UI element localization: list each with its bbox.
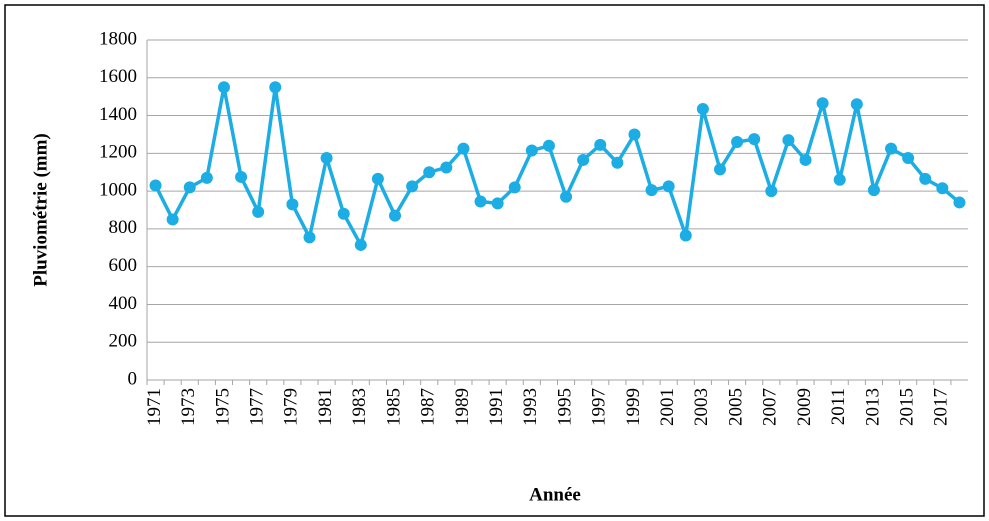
x-tick-label: 2015	[896, 388, 917, 426]
data-point	[919, 172, 932, 185]
data-point	[474, 195, 487, 208]
data-point	[713, 163, 726, 176]
data-point	[252, 205, 265, 218]
y-tick-label: 1800	[99, 28, 137, 49]
x-tick-label: 1985	[383, 388, 404, 426]
x-tick-label: 1981	[315, 388, 336, 426]
data-point	[628, 128, 641, 141]
data-point	[149, 179, 162, 192]
data-point	[885, 142, 898, 155]
data-point	[440, 161, 453, 174]
data-point	[406, 180, 419, 193]
y-axis-title: Pluviométrie (mm)	[30, 133, 51, 287]
x-tick-label: 1997	[589, 388, 610, 426]
data-point	[782, 134, 795, 147]
x-tick-label: 2011	[828, 388, 849, 425]
x-tick-label: 1993	[520, 388, 541, 426]
data-point	[748, 133, 761, 146]
x-tick-label: 2017	[931, 388, 952, 426]
y-tick-label: 1600	[99, 66, 137, 87]
data-point	[269, 81, 282, 94]
data-point	[799, 153, 812, 166]
x-tick-label: 1973	[178, 388, 199, 426]
y-tick-label: 1000	[99, 179, 137, 200]
x-tick-label: 2003	[691, 388, 712, 426]
data-point	[679, 229, 692, 242]
data-point	[611, 156, 624, 169]
data-point	[337, 207, 350, 220]
data-point	[508, 181, 521, 194]
data-point	[183, 181, 196, 194]
data-point	[354, 238, 367, 251]
x-tick-label: 1977	[247, 388, 268, 426]
data-point	[320, 152, 333, 165]
data-point	[371, 172, 384, 185]
data-point	[696, 102, 709, 115]
data-point	[166, 213, 179, 226]
data-point	[662, 180, 675, 193]
x-axis-title: Année	[529, 484, 581, 505]
data-point	[902, 152, 915, 165]
x-tick-label: 1975	[212, 388, 233, 426]
data-point	[765, 185, 778, 198]
data-point	[303, 231, 316, 244]
data-point	[491, 197, 504, 210]
y-tick-label: 400	[109, 293, 138, 314]
data-point	[217, 81, 230, 94]
data-point	[850, 98, 863, 111]
x-tick-label: 1979	[281, 388, 302, 426]
data-point	[200, 171, 213, 184]
data-point	[953, 196, 966, 209]
data-point	[389, 209, 402, 222]
data-point	[542, 139, 555, 152]
x-tick-label: 2005	[725, 388, 746, 426]
data-point	[560, 190, 573, 203]
x-tick-label: 2009	[794, 388, 815, 426]
x-tick-label: 2001	[657, 388, 678, 426]
data-point	[867, 184, 880, 197]
x-tick-label: 2007	[760, 388, 781, 426]
y-tick-label: 800	[109, 217, 138, 238]
x-tick-label: 1983	[349, 388, 370, 426]
data-point	[457, 142, 470, 155]
x-tick-label: 1971	[144, 388, 165, 426]
data-point	[235, 170, 248, 183]
data-point	[525, 144, 538, 157]
x-tick-label: 1987	[418, 388, 439, 426]
data-point	[286, 198, 299, 211]
data-point	[594, 138, 607, 151]
x-tick-label: 2013	[862, 388, 883, 426]
data-point	[577, 153, 590, 166]
data-line	[153, 85, 961, 247]
y-tick-label: 0	[128, 368, 138, 389]
data-point	[423, 166, 436, 179]
y-tick-label: 1200	[99, 142, 137, 163]
data-point	[731, 136, 744, 148]
data-point	[816, 97, 829, 110]
data-point	[936, 182, 949, 195]
x-tick-label: 1989	[452, 388, 473, 426]
x-tick-label: 1995	[554, 388, 575, 426]
y-tick-label: 200	[109, 331, 138, 352]
x-tick-label: 1999	[623, 388, 644, 426]
data-point	[645, 184, 658, 197]
x-tick-label: 1991	[486, 388, 507, 426]
y-tick-label: 600	[109, 255, 138, 276]
chart-border	[4, 4, 985, 517]
y-tick-label: 1400	[99, 104, 137, 125]
data-point	[833, 173, 846, 186]
